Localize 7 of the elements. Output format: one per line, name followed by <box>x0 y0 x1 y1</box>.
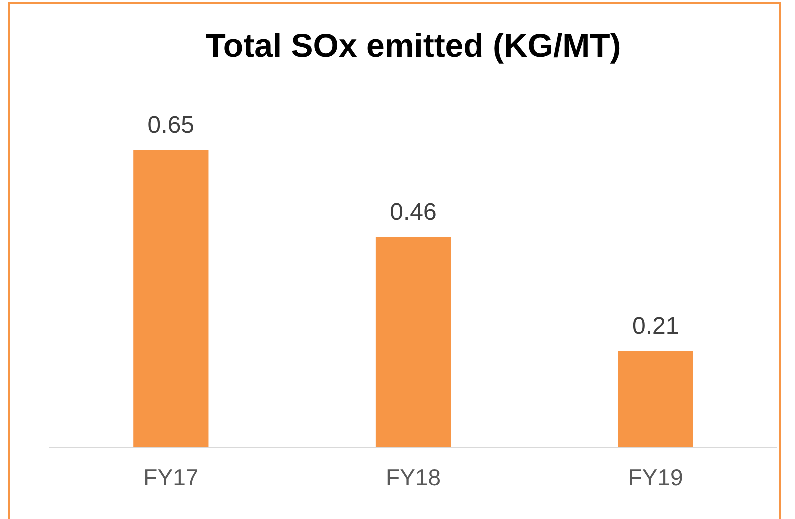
x-tick-label: FY18 <box>386 464 441 491</box>
chart-title: Total SOx emitted (KG/MT) <box>206 26 622 64</box>
x-tick-label: FY19 <box>628 464 684 491</box>
data-label: 0.65 <box>148 112 195 140</box>
x-tick-label: FY17 <box>144 464 199 491</box>
data-label: 0.46 <box>390 198 437 226</box>
data-label: 0.21 <box>632 313 680 340</box>
